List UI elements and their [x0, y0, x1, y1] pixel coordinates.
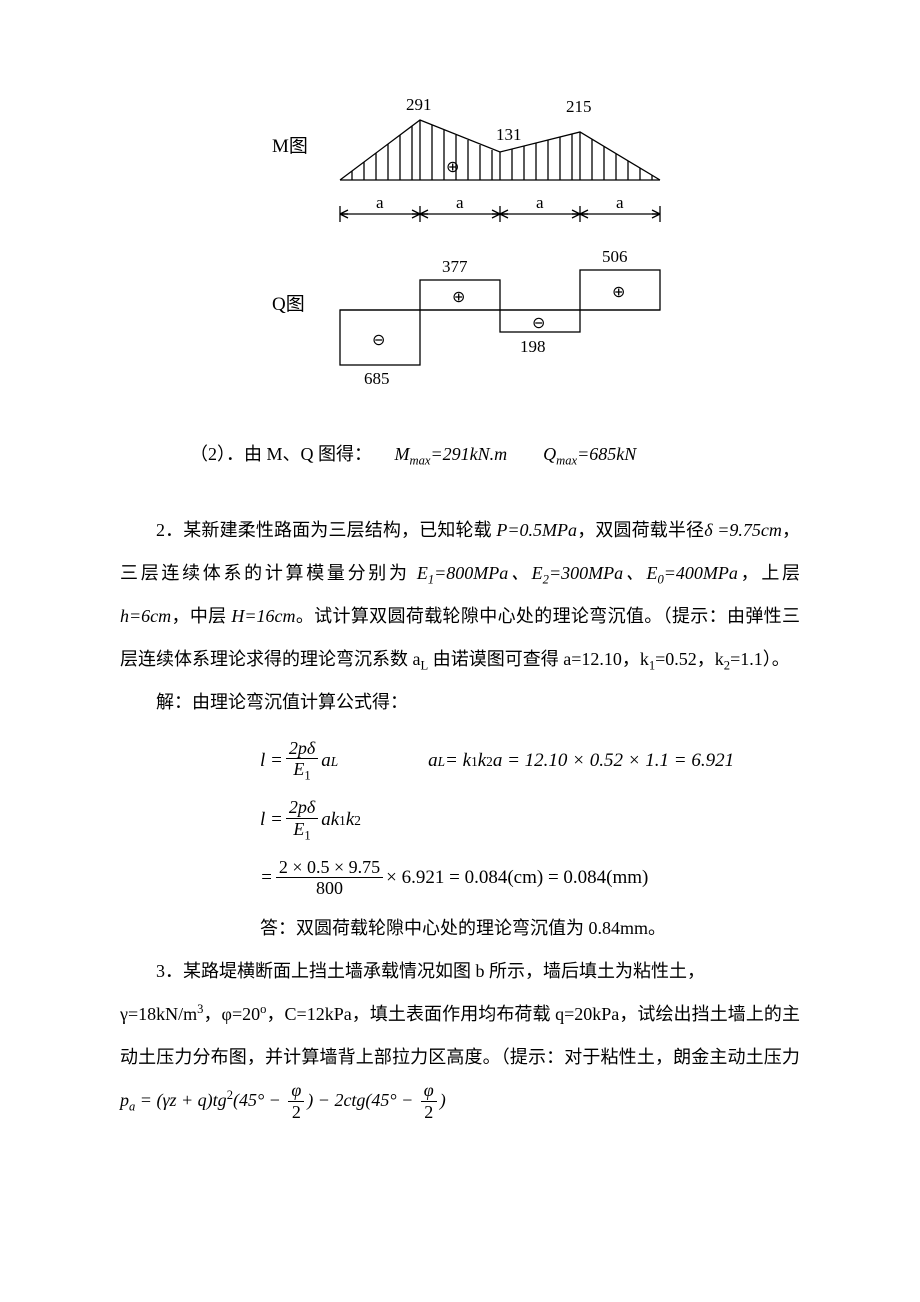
- mmax-val: =291kN.m: [431, 444, 508, 464]
- mmax-sym: M: [395, 444, 410, 464]
- p3-eq: = (γz + q)tg: [135, 1090, 226, 1110]
- p2-1a: 2．某新建柔性路面为三层结构，已知轮载: [156, 520, 496, 540]
- p3-2a: γ=18kN/m: [120, 1004, 197, 1024]
- f1-rhs: a: [428, 749, 438, 774]
- f1-den-sub: 1: [304, 769, 310, 783]
- p2-3c: ，中层: [171, 606, 231, 626]
- f3-tail: × 6.921 = 0.084(cm) = 0.084(mm): [386, 866, 648, 891]
- mq-diagram: M图 291 131 215: [120, 80, 800, 400]
- f2-den: E: [293, 819, 304, 839]
- conclusion-line: （2）．由 M、Q 图得： Mmax=291kN.m Qmax=685kN: [190, 440, 800, 469]
- q-val-506: 506: [602, 247, 628, 266]
- p3-two2: 2: [421, 1102, 436, 1124]
- formula-2: l = 2pδ E1 ak1k2: [260, 798, 800, 844]
- f1-k1sub: 1: [471, 753, 478, 770]
- p2-3h: =1.1）。: [730, 649, 790, 669]
- seg-a-4: a: [616, 193, 624, 212]
- answer-2: 答：双圆荷载轮隙中心处的理论弯沉值为 0.84mm。: [260, 914, 800, 940]
- formula-3: = 2 × 0.5 × 9.75 800 × 6.921 = 0.084(cm)…: [260, 858, 800, 900]
- qmax-sub: max: [556, 454, 577, 468]
- solution-label: 解：由理论弯沉值计算公式得：: [120, 681, 800, 724]
- diagram-svg: M图 291 131 215: [220, 80, 700, 400]
- p2-3g: =0.52，k: [655, 649, 724, 669]
- p3-pa: p: [120, 1090, 129, 1110]
- f2-num: 2pδ: [286, 798, 318, 819]
- f3-eq: =: [260, 866, 273, 891]
- f1-den: E: [293, 759, 304, 779]
- m-plus: ⊕: [446, 159, 459, 176]
- qmax-sym: Q: [543, 444, 556, 464]
- problem3-text: 3．某路堤横断面上挡土墙承载情况如图 b 所示，墙后填土为粘性土，: [120, 950, 800, 993]
- p2-3f: 由诺谟图可查得 a=12.10，k: [428, 649, 649, 669]
- q-minus-1: ⊖: [372, 332, 385, 349]
- q-val-377: 377: [442, 257, 468, 276]
- mmax-sub: max: [410, 454, 431, 468]
- f1-calc: a = 12.10 × 0.52 × 1.1 = 6.921: [493, 749, 734, 774]
- p2-2c: E: [417, 563, 428, 583]
- seg-a-1: a: [376, 193, 384, 212]
- f3-den: 800: [313, 878, 346, 900]
- p3-phi2: φ: [421, 1081, 437, 1102]
- q-minus-2: ⊖: [532, 315, 545, 332]
- f2-tail-sub2: 2: [354, 812, 361, 829]
- q-plus-1: ⊕: [452, 289, 465, 306]
- formula-block: l = 2pδ E1 aL aL = k1k2a = 12.10 × 0.52 …: [260, 739, 800, 900]
- q-plus-2: ⊕: [612, 284, 625, 301]
- p3-mid2: ) − 2ctg(45° −: [307, 1090, 417, 1110]
- p3-end: ): [440, 1090, 446, 1110]
- p2-2e: =300MPa、E: [549, 563, 658, 583]
- f3-num: 2 × 0.5 × 9.75: [276, 858, 383, 879]
- p3-2b: ，φ=20: [203, 1004, 260, 1024]
- m-val-291: 291: [406, 95, 432, 114]
- p2-2d: =800MPa、E: [434, 563, 543, 583]
- f1-k2sub: 2: [486, 753, 493, 770]
- formula-1: l = 2pδ E1 aL aL = k1k2a = 12.10 × 0.52 …: [260, 739, 800, 785]
- f2-tail-sub1: 1: [339, 812, 346, 829]
- f1-num: 2pδ: [286, 739, 318, 760]
- p2-3a: 上层: [761, 563, 800, 583]
- f2-lhs: l =: [260, 808, 283, 833]
- q-val-685: 685: [364, 369, 390, 388]
- p2-1c: ，双圆荷载半径: [577, 520, 704, 540]
- f1-rhs-eq: = k: [445, 749, 471, 774]
- p2-2a: =9.75cm: [717, 520, 782, 540]
- f1-tail: a: [321, 749, 331, 774]
- f1-k2: k: [478, 749, 486, 774]
- m-val-131: 131: [496, 125, 522, 144]
- f1-lhs: l =: [260, 749, 283, 774]
- q-val-198: 198: [520, 337, 546, 356]
- p3-phi1: φ: [288, 1081, 304, 1102]
- f1-rhs-sub: L: [438, 753, 445, 770]
- problem2-text: 2．某新建柔性路面为三层结构，已知轮载 P=0.5MPa，双圆荷载半径δ =9.…: [120, 509, 800, 682]
- f1-tail-sub: L: [331, 753, 338, 770]
- p3-mid1: (45° −: [233, 1090, 285, 1110]
- seg-a-2: a: [456, 193, 464, 212]
- f2-tail: ak: [321, 808, 339, 833]
- qmax-val: =685kN: [577, 444, 636, 464]
- m-val-215: 215: [566, 97, 592, 116]
- seg-a-3: a: [536, 193, 544, 212]
- f2-tail2: k: [346, 808, 354, 833]
- p2-2f: =400MPa: [664, 563, 738, 583]
- p2-2g: ，: [738, 563, 761, 583]
- m-label: M图: [272, 136, 308, 157]
- p2-3b: h=6cm: [120, 606, 171, 626]
- p3-two1: 2: [289, 1102, 304, 1124]
- f2-den-sub: 1: [304, 828, 310, 842]
- q-label: Q图: [272, 294, 305, 315]
- line2-prefix: （2）．由 M、Q 图得：: [190, 444, 372, 464]
- p2-3d: H=16cm: [231, 606, 295, 626]
- p2-1b: P=0.5MPa: [496, 520, 577, 540]
- problem3-text2: γ=18kN/m3，φ=20o，C=12kPa，填土表面作用均布荷载 q=20k…: [120, 993, 800, 1123]
- p3-1: 3．某路堤横断面上挡土墙承载情况如图 b 所示，墙后填土为粘性土，: [156, 961, 705, 981]
- p2-1d: δ: [704, 520, 712, 540]
